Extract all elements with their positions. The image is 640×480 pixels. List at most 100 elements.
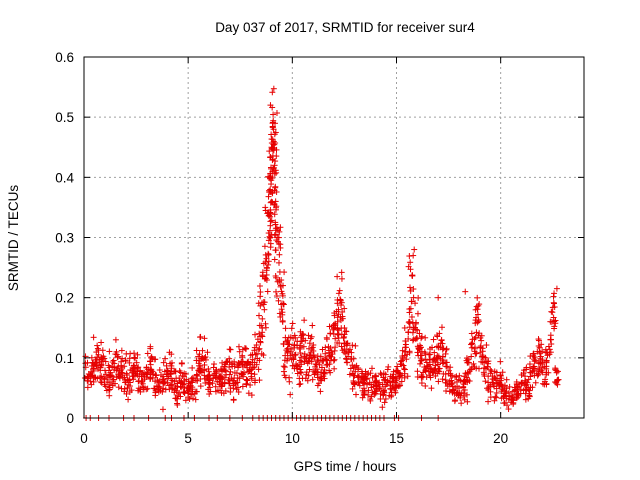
data-point bbox=[185, 394, 192, 401]
data-point bbox=[372, 390, 379, 397]
data-point bbox=[217, 387, 224, 394]
data-point bbox=[192, 396, 199, 403]
data-point bbox=[257, 302, 264, 309]
data-point bbox=[284, 355, 291, 362]
x-tick-label: 0 bbox=[80, 431, 88, 446]
data-point bbox=[492, 393, 499, 400]
data-point bbox=[281, 269, 288, 276]
data-point bbox=[195, 353, 202, 360]
data-point bbox=[323, 336, 330, 343]
data-point bbox=[458, 400, 465, 407]
data-point bbox=[275, 227, 282, 234]
data-point bbox=[160, 359, 167, 366]
data-point bbox=[156, 384, 163, 391]
data-point bbox=[183, 376, 190, 383]
data-point bbox=[144, 385, 151, 392]
data-point bbox=[267, 240, 274, 247]
data-point bbox=[97, 378, 104, 385]
data-point bbox=[401, 365, 408, 372]
data-point bbox=[310, 352, 317, 359]
data-point bbox=[257, 293, 264, 300]
data-point bbox=[407, 284, 414, 291]
data-point bbox=[270, 111, 277, 118]
data-point bbox=[438, 324, 445, 331]
data-point bbox=[551, 290, 558, 297]
data-point bbox=[301, 350, 308, 357]
data-point bbox=[328, 353, 335, 360]
data-point bbox=[402, 344, 409, 351]
data-point bbox=[199, 347, 206, 354]
x-tick-label: 20 bbox=[493, 431, 508, 446]
data-point bbox=[385, 363, 392, 370]
data-point bbox=[301, 317, 308, 324]
data-point bbox=[415, 294, 422, 301]
data-point bbox=[394, 363, 401, 370]
data-point bbox=[482, 378, 489, 385]
data-point bbox=[478, 337, 485, 344]
data-point bbox=[251, 371, 258, 378]
data-point bbox=[205, 368, 212, 375]
data-point bbox=[271, 170, 278, 177]
data-point bbox=[341, 324, 348, 331]
data-point bbox=[182, 371, 189, 378]
data-point bbox=[251, 347, 258, 354]
data-point bbox=[256, 377, 263, 384]
data-point bbox=[157, 387, 164, 394]
data-point bbox=[206, 377, 213, 384]
data-point bbox=[193, 347, 200, 354]
data-point bbox=[205, 365, 212, 372]
data-point bbox=[172, 368, 179, 375]
data-point bbox=[422, 334, 429, 341]
data-point bbox=[273, 110, 280, 117]
data-point bbox=[299, 330, 306, 337]
data-point bbox=[255, 300, 262, 307]
data-point bbox=[340, 335, 347, 342]
data-point bbox=[267, 206, 274, 213]
data-point bbox=[336, 340, 343, 347]
data-point bbox=[227, 368, 234, 375]
data-point bbox=[267, 213, 274, 220]
data-point bbox=[135, 378, 142, 385]
data-point bbox=[82, 353, 89, 360]
data-point bbox=[335, 290, 342, 297]
data-point bbox=[276, 228, 283, 235]
data-point bbox=[235, 343, 242, 350]
data-point bbox=[281, 364, 288, 371]
data-point bbox=[479, 359, 486, 366]
data-point bbox=[152, 392, 159, 399]
data-point bbox=[255, 366, 262, 373]
data-point bbox=[374, 385, 381, 392]
data-point bbox=[221, 367, 228, 374]
data-point bbox=[398, 357, 405, 364]
data-point bbox=[383, 381, 390, 388]
data-point bbox=[308, 346, 315, 353]
data-point bbox=[247, 352, 254, 359]
data-point bbox=[168, 370, 175, 377]
data-point bbox=[278, 288, 285, 295]
data-point bbox=[256, 330, 263, 337]
data-point bbox=[180, 381, 187, 388]
data-point bbox=[265, 258, 272, 265]
data-point bbox=[273, 274, 280, 281]
data-point bbox=[197, 333, 204, 340]
data-point bbox=[148, 353, 155, 360]
data-point bbox=[302, 337, 309, 344]
data-point bbox=[159, 406, 166, 413]
data-point bbox=[212, 383, 219, 390]
data-point bbox=[272, 288, 279, 295]
y-tick-label: 0.6 bbox=[55, 50, 74, 65]
data-point bbox=[211, 361, 218, 368]
data-point bbox=[271, 232, 278, 239]
data-point bbox=[402, 341, 409, 348]
data-point bbox=[273, 146, 280, 153]
data-point bbox=[162, 355, 169, 362]
data-point bbox=[380, 387, 387, 394]
data-point bbox=[382, 395, 389, 402]
data-point bbox=[329, 351, 336, 358]
data-point bbox=[338, 343, 345, 350]
data-point bbox=[280, 368, 287, 375]
data-point bbox=[90, 367, 97, 374]
data-point bbox=[327, 345, 334, 352]
data-point bbox=[218, 383, 225, 390]
data-point bbox=[140, 386, 147, 393]
